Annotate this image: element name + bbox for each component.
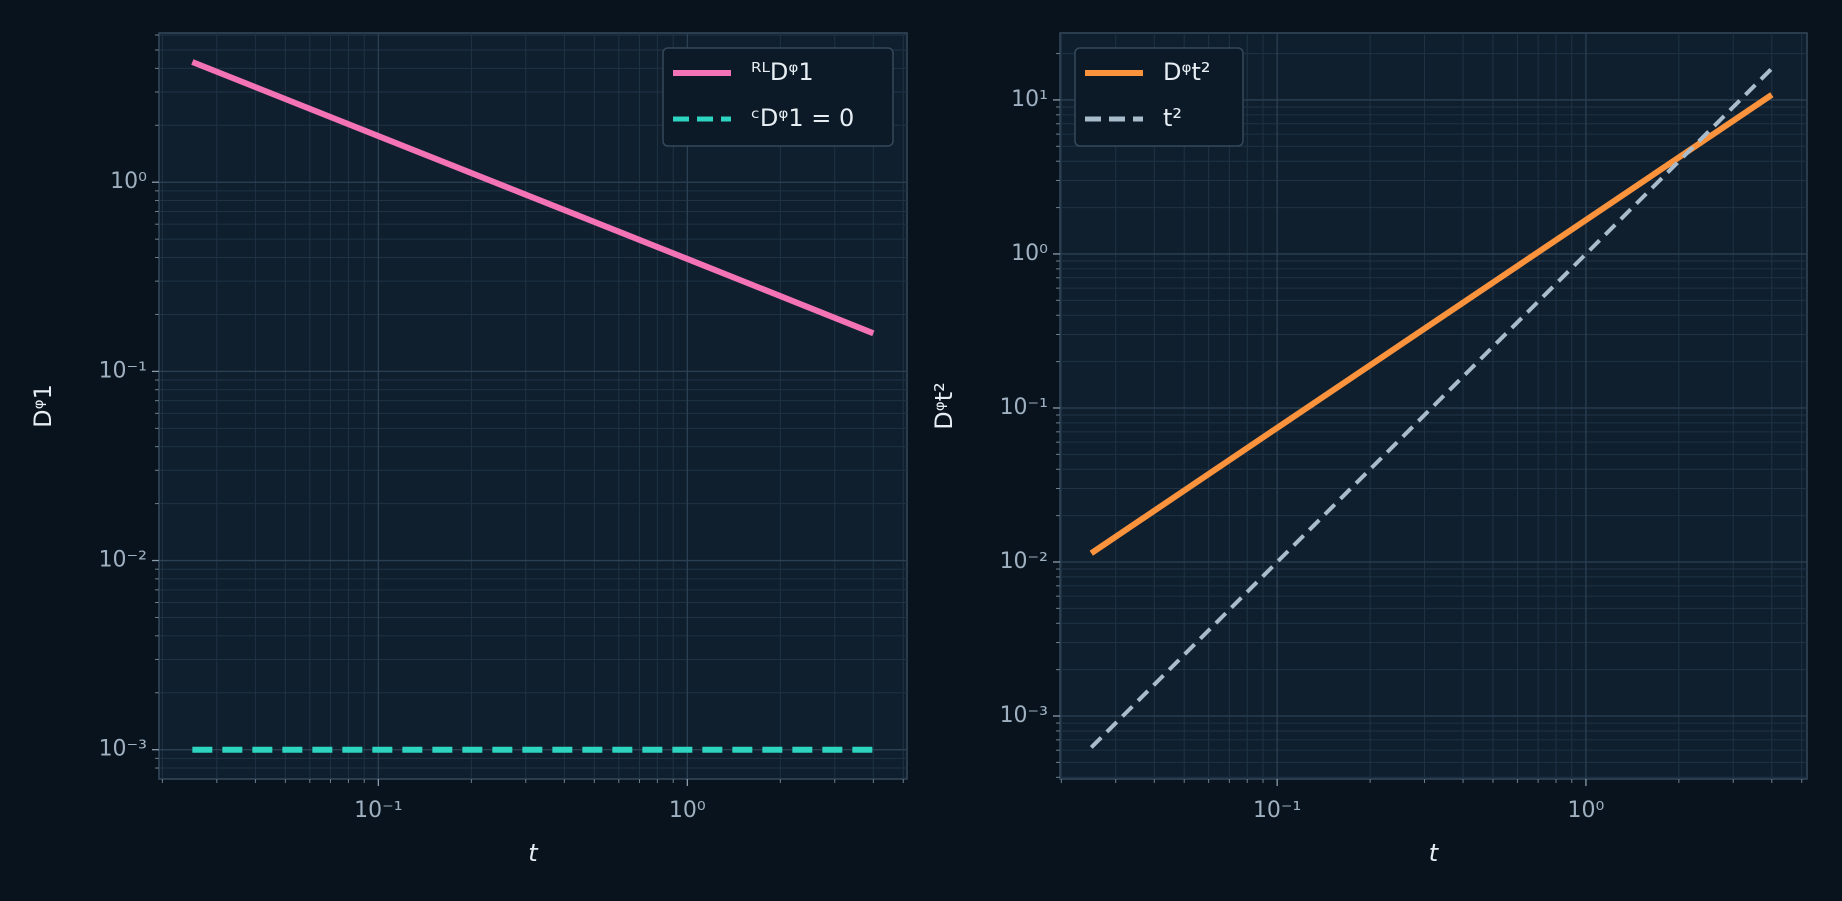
x-axis-label: t [528,839,539,867]
y-tick-label: 10⁰ [1011,241,1048,266]
x-tick-label: 10⁻¹ [354,798,402,823]
legend-box [1074,47,1244,147]
x-tick-label: 10⁻¹ [1253,798,1301,823]
legend-label: t² [1163,104,1182,132]
y-tick-label: 10⁻² [99,548,147,573]
legend-label: Dᵠt² [1163,58,1210,86]
legend-label: ᴿᴸDᵠ1 [751,58,814,86]
line [191,59,875,337]
plot-area [158,32,908,780]
subplot: 10⁻¹ 10⁰ 10⁻³ 10⁻² 10⁻¹ 10⁰ 10¹ t Dᵠt² Dᵠt² t² [930,32,1808,867]
y-tick-label: 10⁰ [110,169,147,194]
y-tick-label: 10¹ [1011,87,1048,112]
y-tick-label: 10⁻¹ [1000,395,1048,420]
x-tick-label: 10⁰ [1568,798,1605,823]
x-tick-label: 10⁰ [669,798,706,823]
y-axis-label: Dᵠt² [930,382,958,429]
y-tick-label: 10⁻³ [99,737,147,762]
line [1089,92,1774,556]
y-tick-label: 10⁻³ [1000,703,1048,728]
subplot: 10⁻¹ 10⁰ 10⁻³ 10⁻² 10⁻¹ 10⁰ t Dᵠ1 ᴿᴸDᵠ1 ᶜDᵠ1 = 0 [29,32,908,867]
legend: Dᵠt² t² [1074,47,1244,147]
y-axis-label: Dᵠ1 [29,384,57,428]
legend: ᴿᴸDᵠ1 ᶜDᵠ1 = 0 [662,47,894,147]
y-tick-label: 10⁻¹ [99,358,147,383]
legend-label: ᶜDᵠ1 = 0 [751,104,854,132]
y-tick-label: 10⁻² [1000,549,1048,574]
x-axis-label: t [1429,839,1440,867]
